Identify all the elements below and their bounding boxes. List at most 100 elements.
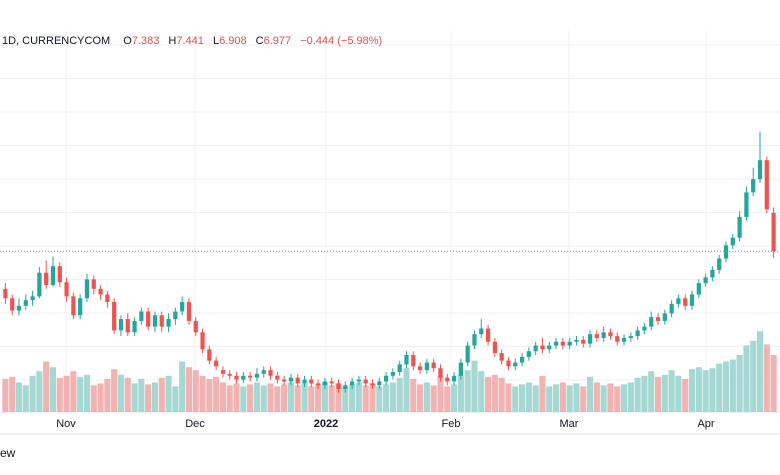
candle-up bbox=[404, 351, 409, 369]
volume-bar-down bbox=[9, 376, 16, 412]
candle-body bbox=[71, 296, 76, 316]
candle-down bbox=[581, 336, 586, 348]
candle-up bbox=[50, 256, 56, 287]
candle-body bbox=[628, 336, 633, 338]
volume-bar-down bbox=[111, 369, 118, 412]
candle-body bbox=[316, 383, 321, 386]
volume-bar-down bbox=[430, 385, 437, 412]
volume-bar-down bbox=[233, 383, 240, 412]
candle-up bbox=[628, 332, 633, 342]
candle-body bbox=[615, 336, 620, 342]
volume-bars bbox=[2, 331, 777, 412]
candle-up bbox=[547, 341, 552, 354]
x-tick-label: 2022 bbox=[314, 418, 338, 430]
candle-body bbox=[275, 375, 280, 380]
candle-body bbox=[234, 375, 239, 380]
volume-bar-up bbox=[709, 368, 716, 412]
candle-down bbox=[411, 351, 416, 371]
candle-down bbox=[329, 377, 334, 388]
legend: 1D, CURRENCYCOM O7.383 H7.441 L6.908 C6.… bbox=[2, 35, 388, 47]
candle-body bbox=[676, 298, 681, 304]
candle-up bbox=[288, 373, 294, 386]
candle-body bbox=[547, 345, 552, 350]
volume-bar-up bbox=[532, 385, 539, 412]
candle-down bbox=[227, 370, 232, 380]
candle-body bbox=[241, 375, 246, 380]
x-tick-label: Apr bbox=[697, 418, 714, 430]
candle-body bbox=[44, 272, 49, 286]
candle-body bbox=[574, 339, 579, 342]
candle-up bbox=[390, 368, 396, 380]
x-tick-label: Feb bbox=[442, 418, 461, 430]
candle-body bbox=[64, 282, 69, 297]
candle-body bbox=[662, 313, 667, 321]
candle-body bbox=[513, 362, 518, 367]
candle-body bbox=[30, 296, 35, 301]
candle-body bbox=[506, 360, 511, 367]
candle-up bbox=[730, 233, 735, 250]
candle-body bbox=[268, 370, 273, 376]
candle-up bbox=[472, 330, 477, 350]
candle-body bbox=[438, 368, 443, 378]
x-tick-label: Mar bbox=[560, 418, 579, 430]
candle-body bbox=[84, 279, 90, 299]
volume-bar-up bbox=[151, 382, 159, 412]
volume-bar-down bbox=[770, 355, 777, 412]
volume-bar-up bbox=[376, 386, 383, 412]
candle-down bbox=[683, 294, 688, 310]
candle-down bbox=[125, 313, 130, 337]
volume-bar-down bbox=[43, 361, 50, 412]
candle-body bbox=[10, 298, 15, 311]
volume-bar-down bbox=[145, 384, 152, 412]
volume-bar-down bbox=[206, 378, 213, 412]
legend-change: −0.444 (−5.98%) bbox=[300, 35, 383, 47]
candle-up bbox=[139, 307, 144, 325]
legend-close-label: C bbox=[255, 35, 264, 47]
candle-up bbox=[662, 309, 667, 325]
candle-down bbox=[295, 373, 300, 388]
candle-body bbox=[594, 334, 599, 338]
candle-body bbox=[424, 362, 429, 371]
volume-bar-down bbox=[444, 386, 451, 412]
candle-body bbox=[254, 373, 260, 378]
volume-bar-up bbox=[29, 375, 36, 412]
candle-down bbox=[207, 345, 212, 365]
candle-up bbox=[37, 267, 42, 299]
candle-body bbox=[159, 315, 164, 327]
volume-bar-up bbox=[641, 375, 648, 412]
candle-body bbox=[411, 354, 416, 367]
volume-bar-up bbox=[695, 367, 702, 412]
volume-bar-up bbox=[512, 386, 519, 412]
volume-bar-down bbox=[226, 385, 233, 412]
volume-bar-down bbox=[369, 383, 376, 412]
volume-bar-down bbox=[505, 383, 512, 412]
candle-up bbox=[649, 311, 654, 331]
candle-up bbox=[703, 273, 708, 287]
candle-body bbox=[16, 305, 22, 311]
candle-up bbox=[723, 241, 729, 263]
candle-up bbox=[757, 131, 763, 183]
candle-up bbox=[676, 294, 681, 308]
candle-down bbox=[268, 366, 273, 380]
volume-bar-down bbox=[158, 377, 165, 412]
candle-up bbox=[241, 372, 246, 384]
volume-bar-down bbox=[281, 384, 288, 412]
candle-up bbox=[397, 360, 402, 376]
candle-body bbox=[540, 345, 545, 350]
volume-bar-up bbox=[743, 345, 750, 412]
candle-down bbox=[71, 292, 76, 320]
volume-bar-down bbox=[104, 378, 111, 412]
candle-body bbox=[91, 279, 96, 289]
volume-bar-up bbox=[756, 331, 764, 412]
volume-bar-down bbox=[607, 383, 614, 412]
volume-bar-down bbox=[362, 385, 369, 412]
volume-bar-down bbox=[559, 382, 566, 412]
volume-bar-down bbox=[682, 378, 689, 412]
candle-up bbox=[574, 336, 579, 346]
candle-body bbox=[710, 269, 715, 278]
volume-bar-up bbox=[668, 370, 675, 412]
footer-fragment: ew bbox=[0, 446, 16, 460]
volume-bar-up bbox=[722, 361, 730, 412]
candle-down bbox=[91, 275, 96, 295]
